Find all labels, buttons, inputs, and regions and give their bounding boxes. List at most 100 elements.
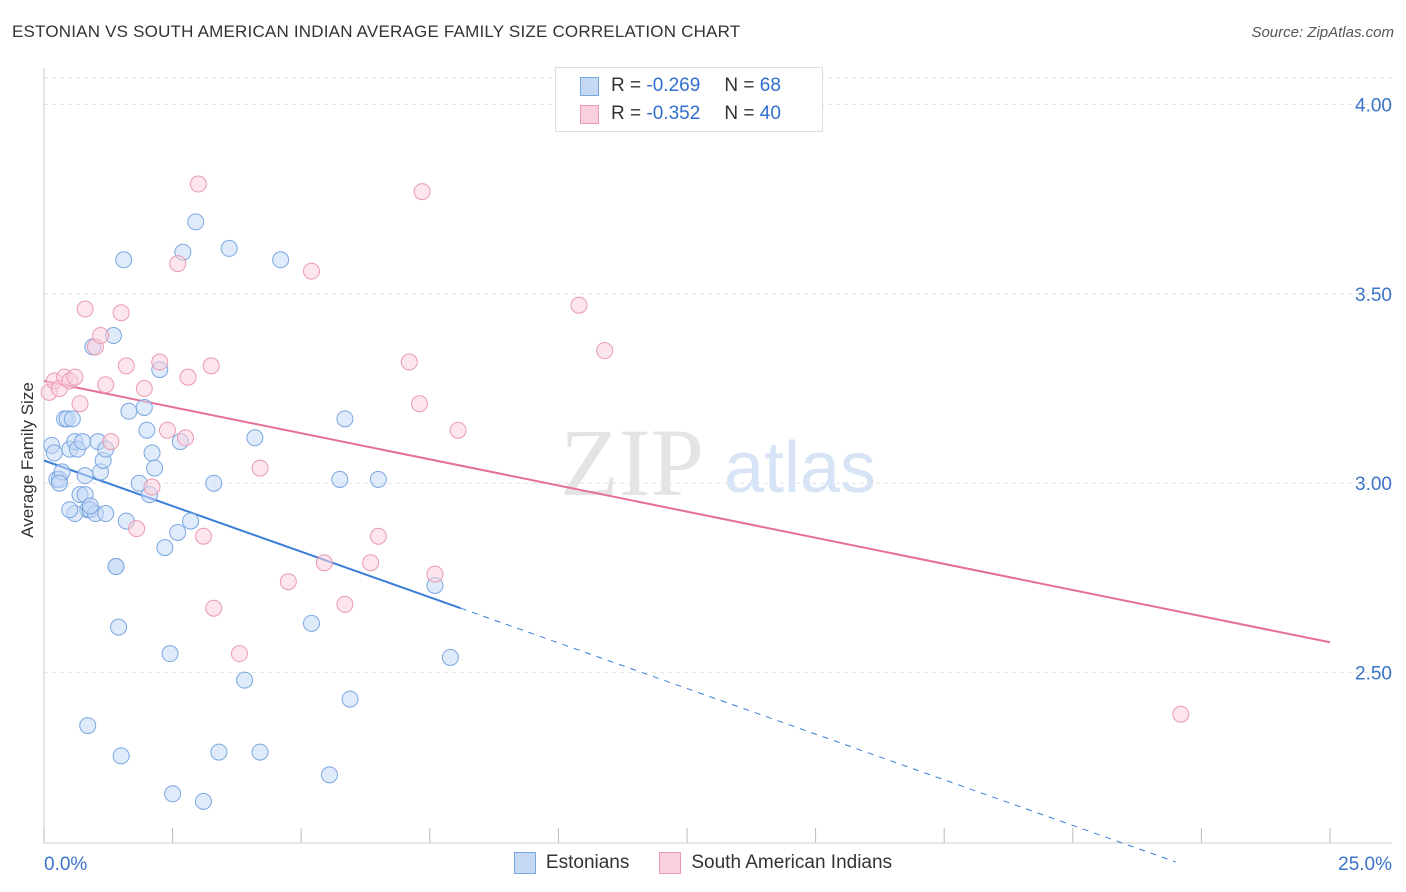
estonian-point <box>97 505 115 523</box>
axes <box>43 68 1392 844</box>
south-american-indian-point <box>112 304 130 322</box>
estonian-point <box>143 444 161 462</box>
estonian-point <box>161 645 179 663</box>
south-american-indian-point <box>143 478 161 496</box>
n-label: N = <box>724 75 755 96</box>
x-tick-label: 25.0% <box>1338 854 1392 875</box>
south-american-indian-point <box>202 357 220 375</box>
estonian-trend-line <box>43 459 461 610</box>
south-american-indian-point <box>97 376 115 394</box>
south-american-indian-point <box>176 429 194 447</box>
south-american-indian-point <box>76 300 94 318</box>
south-american-indian-point <box>336 595 354 613</box>
legend-label: South American Indians <box>691 852 893 873</box>
legend-row-estonians: R = -0.269 N = 68 <box>580 74 781 98</box>
y-tick-label: 3.00 <box>1355 474 1392 495</box>
estonian-point <box>369 470 387 488</box>
estonian-point <box>107 558 125 576</box>
estonian-point <box>45 444 63 462</box>
south-american-indian-point <box>179 368 197 386</box>
estonian-point <box>210 743 228 761</box>
estonian-point <box>441 648 459 666</box>
legend-row-south-american-indians: R = -0.352 N = 40 <box>580 102 781 126</box>
legend-swatch-blue <box>580 76 599 96</box>
south-american-indian-point <box>411 395 429 413</box>
estonian-point <box>336 410 354 428</box>
south-american-indian-point <box>117 357 135 375</box>
estonian-point <box>115 251 133 269</box>
estonian-point <box>135 398 153 416</box>
estonian-point <box>272 251 290 269</box>
legend-swatch-pink <box>659 852 682 874</box>
watermark-zip: ZIP <box>560 409 704 516</box>
estonian-point <box>194 792 212 810</box>
tick-labels: 2.50 3.00 3.50 4.00 0.0% 25.0% <box>44 96 1392 875</box>
south-american-indian-point <box>230 645 248 663</box>
south-american-indian-point <box>315 554 333 572</box>
estonian-point <box>50 474 68 492</box>
estonian-point <box>76 467 94 485</box>
south-american-indian-point <box>596 342 614 360</box>
estonian-point <box>302 614 320 632</box>
south-american-indian-point <box>449 421 467 439</box>
trend-lines <box>43 379 1331 863</box>
r-label: R = <box>611 103 642 124</box>
south-american-indian-point <box>102 433 120 451</box>
n-value: 40 <box>759 103 781 124</box>
south-american-indian-point <box>189 175 207 193</box>
n-label: N = <box>724 103 755 124</box>
estonian-point <box>81 497 99 515</box>
watermark-atlas: atlas <box>724 428 876 508</box>
estonian-point <box>320 766 338 784</box>
estonian-point <box>205 474 223 492</box>
legend-item-south-american-indians[interactable]: South American Indians <box>659 852 892 874</box>
y-tick-label: 4.00 <box>1355 96 1392 117</box>
estonian-point <box>220 239 238 257</box>
estonian-point <box>63 410 81 428</box>
south-american-indian-point <box>279 573 297 591</box>
south-american-indian-point <box>400 353 418 371</box>
south-american-indian-point <box>570 296 588 314</box>
legend-item-estonians[interactable]: Estonians <box>513 852 630 874</box>
n-value: 68 <box>759 75 781 96</box>
r-value: -0.269 <box>646 75 701 96</box>
south-american-indian-point <box>92 327 110 345</box>
south-american-indian-point <box>302 262 320 280</box>
estonian-point <box>156 539 174 557</box>
estonian-point <box>146 459 164 477</box>
estonian-point <box>61 501 79 519</box>
r-label: R = <box>611 75 642 96</box>
south-american-indian-point <box>128 520 146 538</box>
south-american-indian-point <box>151 353 169 371</box>
south-american-indian-point <box>413 183 431 201</box>
grid-lines <box>44 77 1392 674</box>
estonian-point <box>341 690 359 708</box>
south-american-indian-point <box>135 380 153 398</box>
estonian-point <box>251 743 269 761</box>
south-american-indian-point <box>71 395 89 413</box>
estonian-point <box>110 618 128 636</box>
south-american-indian-point <box>362 554 380 572</box>
watermark: ZIP atlas <box>560 409 876 516</box>
estonian-point <box>164 785 182 803</box>
y-axis-label: Average Family Size <box>18 382 37 538</box>
estonian-point <box>182 512 200 530</box>
estonian-point <box>138 421 156 439</box>
x-tick-label: 0.0% <box>44 854 87 875</box>
chart-title: ESTONIAN VS SOUTH AMERICAN INDIAN AVERAG… <box>12 22 741 41</box>
estonian-point <box>169 523 187 541</box>
south-american-indian-trend-line <box>43 379 1331 644</box>
south-american-indian-point <box>66 368 84 386</box>
estonian-point <box>79 717 97 735</box>
data-points <box>40 175 1190 810</box>
estonian-point <box>120 402 138 420</box>
y-tick-label: 3.50 <box>1355 285 1392 306</box>
south-american-indian-point <box>158 421 176 439</box>
r-value: -0.352 <box>646 103 701 124</box>
south-american-indian-point <box>426 565 444 583</box>
legend-label: Estonians <box>545 852 630 873</box>
estonian-point <box>74 433 92 451</box>
estonian-trend-extension <box>460 607 1176 863</box>
y-tick-label: 2.50 <box>1355 664 1392 685</box>
south-american-indian-point <box>194 527 212 545</box>
